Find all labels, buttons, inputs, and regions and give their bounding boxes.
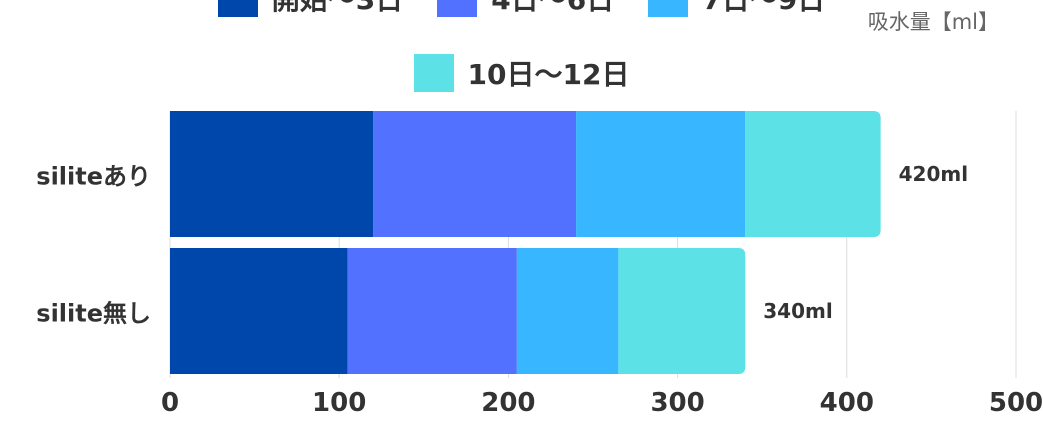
bar-segment-cat2-series1 — [170, 248, 348, 374]
legend-swatch-series-4 — [413, 54, 454, 92]
bar-segment-cat2-series4 — [618, 248, 746, 374]
legend-swatch-series-3 — [648, 0, 689, 17]
x-tick-label-200: 200 — [481, 388, 536, 418]
total-label-2: 340ml — [763, 299, 833, 323]
legend-item-series-1: 開始～3日 — [217, 0, 403, 18]
bar-segment-cat2-series3 — [516, 248, 619, 374]
bar-segment-cat1-series2 — [373, 111, 577, 237]
category-label-1: siliteあり — [36, 162, 151, 191]
x-tick-label-0: 0 — [160, 388, 180, 418]
legend-item-series-3: 7日～9日 — [648, 0, 825, 18]
x-tick-label-500: 500 — [988, 388, 1043, 418]
legend-item-series-2: 4日～6日 — [437, 0, 614, 18]
legend-label-series-1: 開始～3日 — [272, 0, 403, 18]
bar-segment-cat1-series3 — [576, 111, 746, 237]
x-tick-label-300: 300 — [650, 388, 705, 418]
legend-item-series-4: 10日～12日 — [413, 53, 630, 93]
legend-label-series-2: 4日～6日 — [491, 0, 614, 18]
x-tick-label-100: 100 — [312, 388, 367, 418]
bar-segment-cat1-series4 — [745, 111, 881, 237]
total-label-1: 420ml — [898, 162, 969, 186]
legend-swatch-series-2 — [437, 0, 478, 17]
unit-label: 吸水量【ml】 — [865, 6, 1001, 36]
bar-segment-cat1-series1 — [170, 111, 374, 237]
legend-swatch-series-1 — [217, 0, 258, 17]
x-tick-label-400: 400 — [819, 388, 874, 418]
legend-row-2: 10日～12日 — [0, 53, 1043, 93]
bar-segment-cat2-series2 — [347, 248, 517, 374]
category-label-2: silite無し — [36, 299, 151, 328]
legend-label-series-4: 10日～12日 — [467, 58, 630, 91]
legend-label-series-3: 7日～9日 — [702, 0, 825, 18]
legend-row-1: 開始～3日 4日～6日 7日～9日 — [0, 0, 1043, 18]
